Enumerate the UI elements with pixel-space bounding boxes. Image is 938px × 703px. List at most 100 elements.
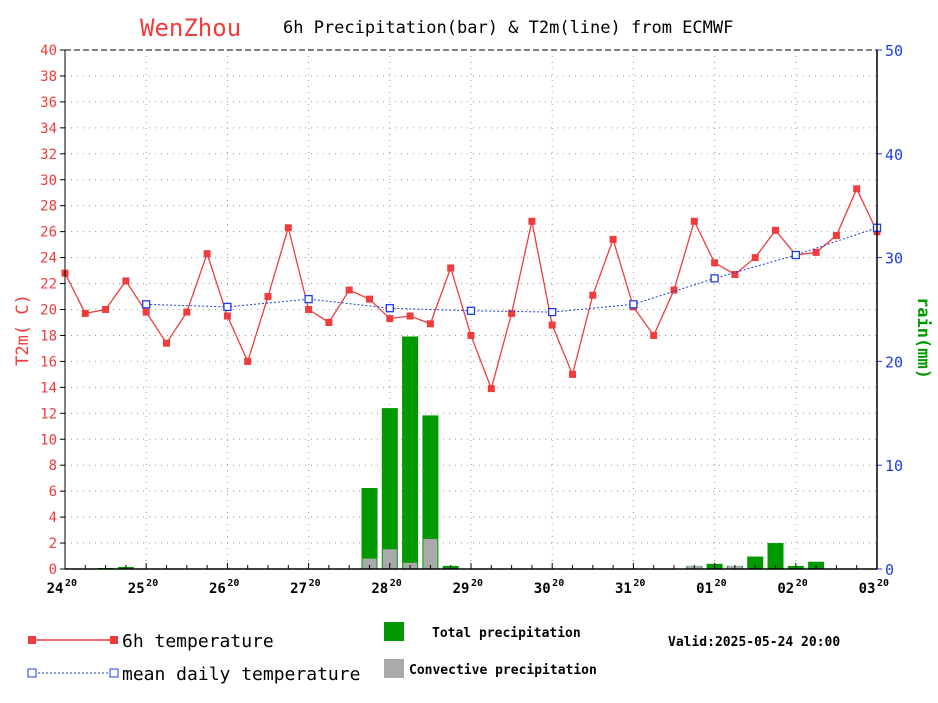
mean-temp-point [548,307,557,317]
x-tick-hour: 20 [65,578,77,589]
legend-conv-label: Convective precipitation [409,663,597,678]
temp-6h-point [528,217,536,225]
temp-6h-point [305,306,313,313]
total-precip-bar [361,488,378,569]
left-tick-label: 4 [49,510,57,526]
right-tick-label: 50 [885,42,903,60]
left-tick-label: 30 [40,173,57,189]
x-tick-hour: 20 [715,578,727,589]
temp-6h-point [751,254,759,262]
temp-6h-point [284,224,292,232]
mean-temp-point [223,302,232,312]
temp-6h-point [142,308,150,316]
legend-temp-label: 6h temperature [122,631,274,652]
mean-temp-point [629,300,638,309]
x-tick-label: 26 [209,581,226,597]
left-tick-label: 28 [40,199,57,215]
temp-6h-point [548,321,556,329]
left-tick-label: 14 [40,380,57,396]
temp-6h-point [325,318,333,326]
temp-6h-point [81,309,89,317]
x-tick-hour: 20 [877,578,889,589]
temp-6h-point [102,306,110,313]
mean-temp-point [791,250,800,260]
left-tick-label: 2 [49,536,57,552]
x-tick-label: 29 [453,581,470,597]
total-precip-bar [381,408,398,569]
temp-6h-point [487,385,495,393]
left-tick-label: 12 [40,406,57,422]
left-tick-label: 24 [40,251,57,267]
temp-6h-point [223,312,231,320]
temp-6h-point [345,286,353,294]
legend-mean-label: mean daily temperature [122,664,360,685]
temp-6h-point [772,226,779,234]
temp-6h-point [731,270,739,278]
left-tick-label: 38 [40,69,57,85]
temp-6h-point [690,217,698,225]
left-axis-label: T2m( C) [13,294,33,366]
x-tick-label: 28 [371,581,388,597]
right-tick-label: 0 [885,561,894,579]
temp-6h-point [264,293,272,301]
right-axis-label: rain(mm) [913,297,933,379]
right-tick-label: 20 [885,353,903,371]
left-tick-label: 16 [40,354,57,370]
left-tick-label: 32 [40,147,57,163]
left-tick-label: 20 [40,303,57,319]
x-tick-hour: 20 [390,578,402,589]
legend-mean-marker [109,668,119,678]
left-tick-label: 10 [40,432,57,448]
x-tick-hour: 20 [146,578,158,589]
legend-mean-marker [27,668,37,678]
mean-temp-point [385,304,394,313]
mean-temp-point [142,300,151,309]
x-tick-hour: 20 [796,578,808,589]
temp-6h-point [812,248,820,256]
temp-6h-point [853,185,861,193]
x-tick-label: 31 [615,581,632,597]
legend-temp-marker [110,636,118,644]
left-tick-label: 40 [40,43,57,59]
x-tick-hour: 20 [633,578,645,589]
x-tick-label: 24 [47,581,64,597]
legend-temp-marker [28,636,36,644]
temp-6h-point [447,264,455,272]
x-tick-label: 27 [290,581,307,597]
x-tick-hour: 20 [552,578,564,589]
x-tick-label: 30 [534,581,551,597]
temp-6h-point [508,309,516,317]
temp-6h-point [366,295,373,303]
convective-precip-bar [423,538,438,569]
convective-precip-bar [362,558,377,569]
total-precip-bar [747,556,764,569]
left-tick-label: 0 [49,562,57,578]
convective-precip-bar [382,549,397,569]
title-city: WenZhou [140,14,241,42]
x-tick-label: 01 [696,581,713,597]
x-tick-label: 02 [777,581,794,597]
mean-temp-point [466,306,476,315]
left-tick-label: 6 [49,484,57,500]
x-tick-hour: 20 [309,578,321,589]
legend-total-label: Total precipitation [432,626,581,641]
x-tick-hour: 20 [471,578,483,589]
temp-6h-point [122,277,130,285]
right-tick-label: 40 [885,146,903,164]
right-tick-label: 10 [885,457,903,475]
left-tick-label: 34 [40,121,57,137]
temp-6h-point [609,235,617,243]
total-precip-bar [402,336,419,569]
temp-6h-point [406,312,414,320]
temp-6h-point [244,357,252,365]
left-tick-label: 18 [40,328,57,344]
x-tick-label: 03 [859,581,876,597]
temp-6h-point [386,315,394,323]
temp-6h-point [163,339,170,347]
right-tick-label: 30 [885,250,903,268]
temp-6h-point [569,370,576,378]
total-precip-bar [767,543,784,569]
temp-6h-point [426,320,434,328]
x-tick-label: 25 [128,581,145,597]
